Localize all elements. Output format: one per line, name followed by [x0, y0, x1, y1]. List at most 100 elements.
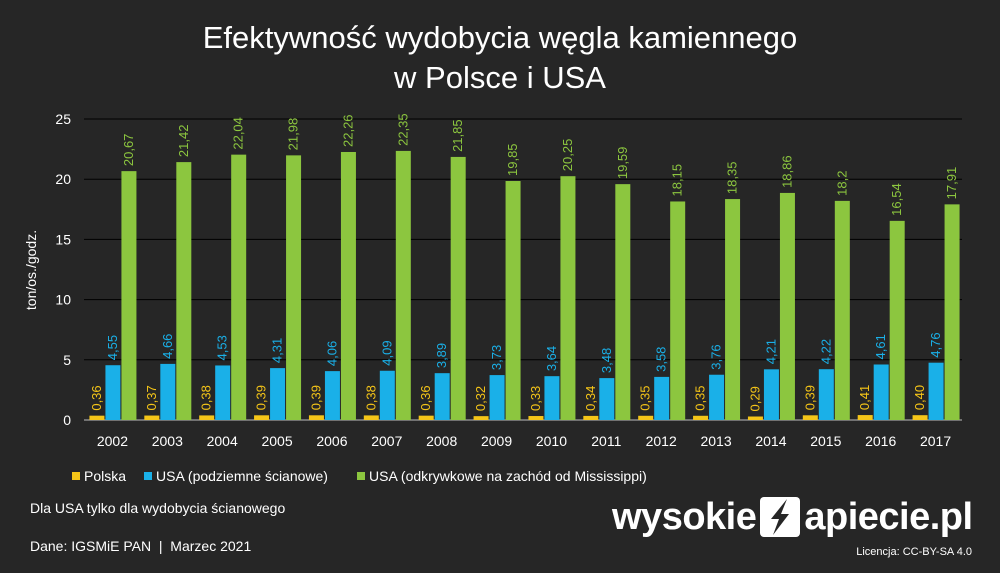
x-tick-label: 2010	[536, 433, 567, 449]
data-label: 3,73	[489, 345, 504, 370]
bar	[340, 151, 356, 420]
data-label: 18,2	[834, 171, 849, 196]
bar	[834, 200, 850, 420]
bar	[489, 375, 505, 420]
bar	[528, 416, 544, 420]
data-label: 4,61	[873, 334, 888, 359]
data-label: 0,39	[254, 385, 269, 410]
data-label: 4,22	[818, 339, 833, 364]
bar	[505, 181, 521, 420]
bar	[176, 162, 192, 420]
bar	[725, 199, 741, 420]
bar	[434, 373, 450, 420]
data-label: 0,37	[144, 385, 159, 410]
bar	[418, 415, 434, 420]
data-label: 4,09	[379, 340, 394, 365]
bar	[215, 365, 231, 420]
x-tick-label: 2009	[481, 433, 512, 449]
bar	[693, 415, 709, 420]
chart-title-line2: w Polsce i USA	[394, 60, 606, 95]
x-tick-label: 2007	[371, 433, 402, 449]
data-label: 0,40	[912, 385, 927, 410]
x-tick-label: 2011	[591, 433, 621, 449]
bar	[857, 415, 873, 420]
y-tick-label: 10	[55, 292, 71, 308]
data-label: 21,85	[450, 119, 465, 152]
bar	[709, 374, 725, 420]
data-label: 18,35	[725, 162, 740, 195]
source-note: Dane: IGSMiE PAN | Marzec 2021	[30, 538, 252, 554]
site-logo: wysokie apiecie.pl	[612, 494, 973, 540]
bar	[818, 369, 834, 420]
bar	[928, 362, 944, 420]
bar	[473, 416, 489, 420]
data-label: 0,34	[583, 386, 598, 411]
legend-swatch	[144, 472, 152, 480]
bar	[105, 365, 121, 420]
x-tick-label: 2008	[426, 433, 457, 449]
data-label: 0,38	[199, 385, 214, 410]
data-label: 0,38	[363, 385, 378, 410]
x-tick-label: 2017	[920, 433, 951, 449]
bar	[944, 204, 960, 420]
bar	[763, 369, 779, 420]
data-label: 20,25	[560, 139, 575, 172]
legend-swatch	[357, 472, 365, 480]
bar	[912, 415, 928, 420]
bar	[395, 150, 411, 420]
bar	[560, 176, 576, 420]
x-tick-label: 2013	[700, 433, 731, 449]
data-label: 17,91	[944, 167, 959, 200]
data-label: 22,35	[395, 113, 410, 146]
data-label: 20,67	[121, 134, 136, 167]
data-label: 0,36	[89, 385, 104, 410]
y-tick-label: 0	[63, 412, 71, 428]
x-tick-label: 2005	[261, 433, 292, 449]
bar	[747, 416, 763, 420]
bar	[638, 415, 654, 420]
bar	[779, 192, 795, 420]
data-label: 21,98	[286, 118, 301, 151]
data-label: 0,29	[747, 386, 762, 411]
data-label: 3,76	[709, 344, 724, 369]
bar	[199, 415, 215, 420]
data-label: 0,33	[528, 386, 543, 411]
data-label: 0,32	[473, 386, 488, 411]
x-tick-label: 2003	[152, 433, 183, 449]
legend-swatch	[72, 472, 80, 480]
data-label: 21,42	[176, 125, 191, 158]
legend-label: USA (podziemne ścianowe)	[156, 468, 328, 484]
bar	[654, 376, 670, 420]
bar	[121, 171, 137, 420]
bar	[670, 201, 686, 420]
data-label: 18,15	[670, 164, 685, 197]
bar	[89, 415, 105, 420]
legend-label: USA (odkrywkowe na zachód od Mississippi…	[369, 468, 647, 484]
data-label: 4,76	[928, 332, 943, 357]
data-label: 0,36	[418, 385, 433, 410]
chart-title: Efektywność wydobycia węgla kamiennego w…	[0, 18, 1000, 98]
bar	[231, 154, 247, 420]
data-label: 19,85	[505, 143, 520, 176]
bar	[615, 184, 631, 420]
data-label: 22,26	[340, 114, 355, 147]
bar	[286, 155, 302, 421]
x-tick-label: 2016	[865, 433, 896, 449]
bar	[363, 415, 379, 420]
y-axis-label: ton/os./godz.	[23, 230, 39, 310]
legend-label: Polska	[84, 468, 126, 484]
x-tick-label: 2012	[646, 433, 677, 449]
license-note: Licencja: CC-BY-SA 4.0	[856, 546, 972, 558]
y-tick-label: 25	[55, 111, 71, 127]
logo-text-left: wysokie	[612, 495, 757, 538]
data-label: 4,66	[160, 334, 175, 359]
bar	[599, 378, 615, 420]
data-label: 4,21	[763, 339, 778, 364]
data-label: 0,39	[802, 385, 817, 410]
bar	[254, 415, 270, 420]
bar	[873, 364, 889, 420]
data-label: 22,04	[231, 117, 246, 150]
y-tick-label: 5	[63, 352, 71, 368]
bar	[379, 370, 395, 420]
